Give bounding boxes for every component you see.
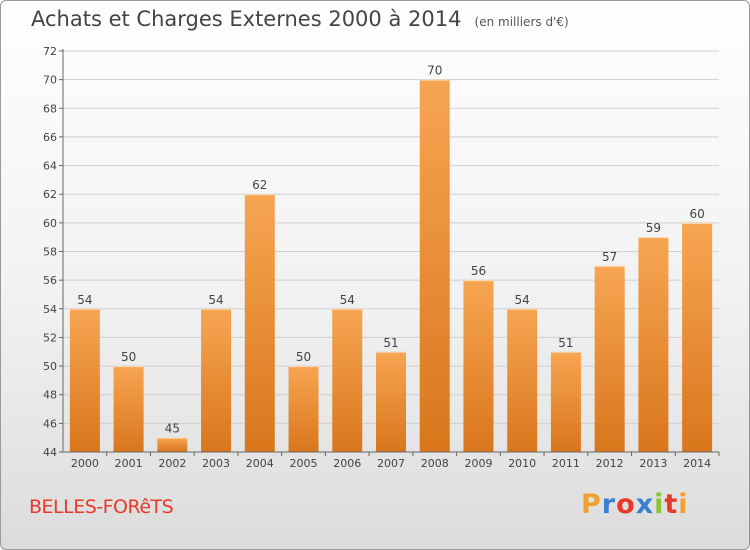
x-tick-label: 2012: [596, 457, 624, 470]
y-tick-label: 48: [43, 389, 57, 402]
bar: [288, 366, 319, 452]
x-tick-label: 2009: [464, 457, 492, 470]
y-tick-label: 58: [43, 246, 57, 259]
y-tick-label: 70: [43, 74, 57, 87]
chart-subtitle: (en milliers d'€): [474, 15, 569, 29]
logo-letter: x: [635, 489, 655, 520]
logo-letter: i: [678, 489, 689, 520]
bar: [157, 437, 188, 452]
logo-letter: i: [654, 489, 665, 520]
y-axis-ticks: 44 46 48 50 52 54 56 58 60 62 64 66 68 70 72: [43, 45, 63, 459]
y-tick-label: 44: [43, 446, 57, 459]
data-label: 54: [515, 293, 530, 307]
bar: [69, 308, 100, 452]
bar: [376, 351, 406, 452]
data-labels: 54 50 45 54 62 50 54 51 70 56 54 51 57 59 60: [77, 64, 705, 436]
y-tick-label: 72: [43, 45, 57, 58]
bar: [332, 308, 363, 452]
y-tick-label: 56: [43, 274, 57, 287]
y-tick-label: 50: [43, 360, 57, 373]
title-line: Achats et Charges Externes 2000 à 2014 (…: [31, 7, 569, 31]
y-tick-label: 54: [43, 303, 57, 316]
bar: [594, 265, 625, 452]
data-label: 56: [471, 264, 486, 278]
x-tick-label: 2010: [508, 457, 536, 470]
place-name: BELLES-FORêTS: [29, 496, 174, 518]
y-tick-label: 60: [43, 217, 57, 230]
proxiti-logo[interactable]: Proxiti: [581, 489, 689, 520]
x-tick-label: 2001: [115, 457, 143, 470]
logo-letter: P: [581, 489, 602, 520]
data-label: 45: [165, 422, 180, 436]
x-tick-label: 2007: [377, 457, 405, 470]
x-tick-label: 2006: [333, 457, 361, 470]
bar: [682, 222, 713, 452]
data-label: 60: [689, 207, 704, 221]
bar: [463, 280, 494, 452]
data-label: 54: [340, 293, 355, 307]
x-tick-label: 2000: [71, 457, 99, 470]
data-label: 57: [602, 250, 617, 264]
x-tick-label: 2008: [421, 457, 449, 470]
y-tick-label: 66: [43, 131, 57, 144]
y-tick-label: 68: [43, 102, 57, 115]
bars: [69, 79, 713, 453]
logo-letter: t: [664, 489, 679, 520]
x-axis-ticks: 2000 2001 2002 2003 2004 2005 2006 2007 2008 2009…: [71, 452, 720, 470]
data-label: 50: [121, 350, 136, 364]
bar: [507, 308, 538, 452]
y-tick-label: 52: [43, 331, 57, 344]
bar: [244, 194, 275, 452]
bar: [201, 308, 232, 452]
x-tick-label: 2005: [290, 457, 318, 470]
y-tick-label: 64: [43, 160, 57, 173]
data-label: 54: [208, 293, 223, 307]
x-tick-label: 2004: [246, 457, 274, 470]
bar: [638, 237, 669, 452]
data-label: 50: [296, 350, 311, 364]
y-tick-label: 46: [43, 417, 57, 430]
axes: [62, 49, 719, 453]
data-label: 70: [427, 64, 442, 78]
x-tick-label: 2003: [202, 457, 230, 470]
y-tick-label: 62: [43, 188, 57, 201]
x-tick-label: 2002: [158, 457, 186, 470]
bar: [419, 79, 450, 453]
data-label: 62: [252, 178, 267, 192]
data-label: 51: [383, 336, 398, 350]
x-tick-label: 2014: [683, 457, 711, 470]
x-tick-label: 2013: [639, 457, 667, 470]
x-tick-label: 2011: [552, 457, 580, 470]
logo-letter: o: [616, 489, 636, 520]
data-label: 51: [558, 336, 573, 350]
data-label: 59: [646, 221, 661, 235]
bar: [113, 366, 144, 452]
data-label: 54: [77, 293, 92, 307]
logo-letter: r: [601, 489, 617, 520]
chart-title: Achats et Charges Externes 2000 à 2014: [31, 7, 462, 31]
bar: [550, 351, 581, 452]
